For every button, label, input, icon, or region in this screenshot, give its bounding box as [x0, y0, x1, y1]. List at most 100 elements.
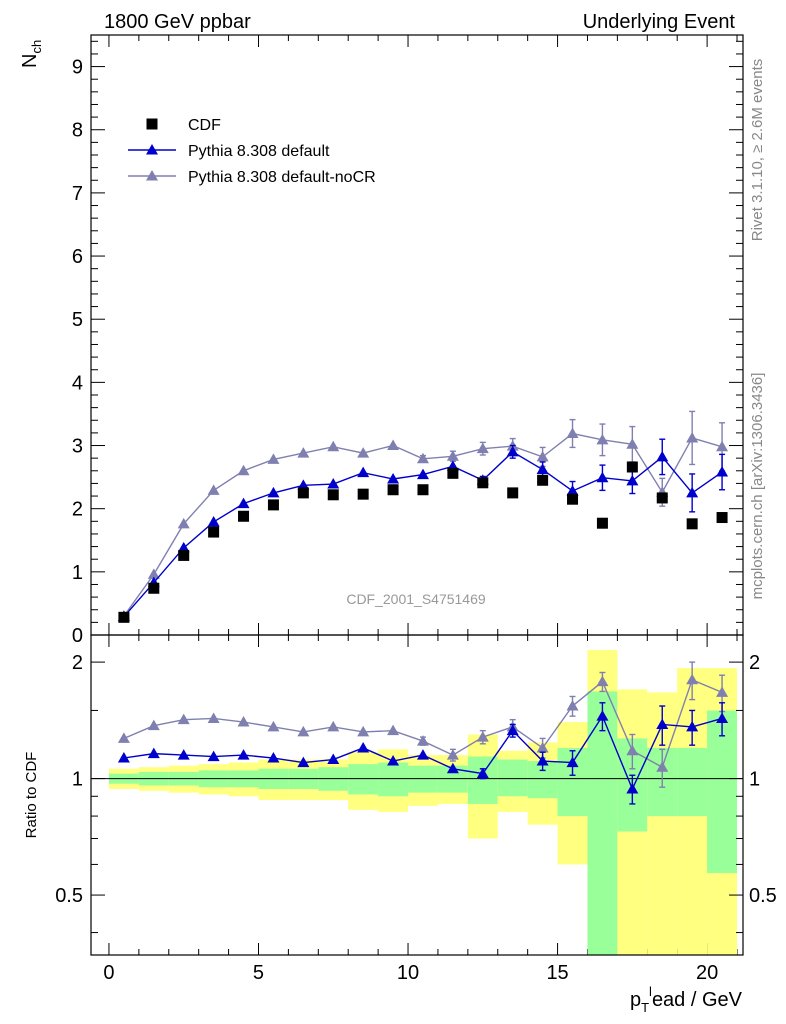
- ratio-y-tick-label: 0.5: [55, 885, 83, 907]
- cdf-data-point: [267, 499, 279, 511]
- ratio-pythia-nocr-point: [536, 741, 549, 753]
- cdf-data-point: [686, 518, 698, 530]
- ratio-pythia-default-point: [267, 752, 280, 763]
- x-tick-label: 5: [253, 962, 264, 984]
- side-text-top: Rivet 3.1.10, ≥ 2.6M events: [749, 59, 766, 242]
- cdf-data-point: [178, 549, 190, 561]
- ratio-pythia-default-point: [506, 724, 519, 736]
- cdf-data-point: [507, 487, 519, 499]
- pythia-nocr-point: [267, 453, 280, 464]
- legend-label: Pythia 8.308 default: [188, 143, 330, 160]
- header-left-title: 1800 GeV ppbar: [104, 11, 251, 33]
- pythia-nocr-point: [387, 439, 400, 451]
- pythia-nocr-point: [147, 568, 160, 579]
- y-tick-label: 6: [72, 246, 83, 268]
- ratio-y-tick-label: 1: [72, 769, 83, 791]
- y-tick-label: 4: [72, 372, 83, 394]
- analysis-label: CDF_2001_S4751469: [346, 591, 486, 607]
- ratio-y-tick-label-right: 1: [749, 769, 760, 791]
- ratio-pythia-nocr-point: [357, 725, 370, 737]
- ratio-pythia-nocr-point: [237, 716, 250, 727]
- ratio-pythia-default-point: [117, 752, 130, 763]
- legend-marker: [146, 144, 158, 155]
- pythia-nocr-point: [327, 440, 340, 452]
- cdf-data-point: [596, 517, 608, 529]
- pythia-nocr-point: [416, 452, 429, 464]
- pythia-default-point: [506, 445, 519, 457]
- pythia-default-point: [536, 463, 549, 475]
- pythia-nocr-point: [686, 431, 699, 443]
- pythia-default-point: [327, 478, 340, 489]
- ratio-pythia-nocr-point: [686, 673, 699, 685]
- y-tick-label: 9: [72, 57, 83, 79]
- ratio-ylabel: Ratio to CDF: [23, 752, 40, 839]
- pythia-default-point: [416, 468, 429, 480]
- pythia-default-point: [387, 473, 400, 484]
- cdf-data-point: [716, 512, 728, 524]
- ratio-y-tick-label: 2: [72, 652, 83, 674]
- legend-label: CDF: [188, 117, 221, 134]
- main-ylabel-sub: ch: [29, 40, 44, 54]
- x-tick-label: 10: [397, 962, 419, 984]
- ratio-pythia-default-point: [446, 762, 459, 774]
- cdf-data-point: [447, 467, 459, 479]
- cdf-data-point: [567, 493, 579, 505]
- pythia-nocr-point: [297, 447, 310, 458]
- ratio-panel: 0 5 10 15 20 0.5 0.5 1 1 2 2: [55, 634, 777, 984]
- legend-label: Pythia 8.308 default-noCR: [188, 169, 376, 186]
- legend-marker-cdf: [146, 118, 158, 130]
- pythia-nocr-point: [476, 442, 489, 454]
- cdf-data-point: [477, 477, 489, 489]
- pythia-nocr-point: [626, 438, 639, 449]
- pythia-default-point: [656, 450, 669, 462]
- main-panel: 0 1 2 3 4 5 6 7 8 9: [72, 34, 744, 955]
- legend-marker: [146, 170, 158, 181]
- ratio-pythia-default-point: [716, 712, 729, 723]
- cdf-data-point: [297, 487, 309, 499]
- pythia-nocr-point: [566, 427, 579, 439]
- cdf-data-point: [357, 488, 369, 500]
- ratio-pythia-nocr-point: [327, 720, 340, 732]
- pythia-default-point: [357, 466, 370, 478]
- main-ylabel: Nch: [19, 40, 44, 68]
- ratio-pythia-default-point: [207, 750, 220, 762]
- ratio-pythia-nocr-point: [267, 720, 280, 732]
- ratio-pythia-nocr-point: [207, 712, 220, 723]
- ratio-frame: [90, 634, 744, 956]
- y-tick-label: 0: [72, 625, 83, 647]
- pythia-default-point: [596, 471, 609, 483]
- pythia-nocr-point: [237, 464, 250, 476]
- pythia-nocr-point: [357, 447, 370, 458]
- x-tick-label: 15: [546, 962, 568, 984]
- xlabel-sup: l: [649, 984, 652, 999]
- pythia-nocr-point: [536, 450, 549, 462]
- pythia-default-point: [207, 515, 220, 527]
- pythia-default-point: [267, 486, 280, 498]
- ratio-pythia-default-point: [656, 718, 669, 729]
- ratio-pythia-nocr-point: [626, 744, 639, 756]
- y-tick-label: 7: [72, 183, 83, 205]
- pythia-default-point: [177, 541, 190, 553]
- side-text-bottom: mcplots.cern.ch [arXiv:1306.3436]: [749, 373, 766, 600]
- pythia-nocr-point: [207, 484, 220, 495]
- ratio-pythia-nocr-point: [566, 700, 579, 711]
- y-tick-label: 8: [72, 120, 83, 142]
- ratio-pythia-default-point: [327, 753, 340, 765]
- ratio-pythia-default-point: [147, 747, 160, 759]
- pythia-default-point: [566, 485, 579, 496]
- cdf-data-point: [118, 611, 130, 623]
- ratio-pythia-nocr-point: [716, 686, 729, 697]
- cdf-data-point: [238, 510, 250, 522]
- xlabel-p: p: [630, 989, 641, 1011]
- pythia-nocr-point: [446, 450, 459, 461]
- legend: CDF Pythia 8.308 default Pythia 8.308 defa…: [128, 117, 376, 186]
- ratio-pythia-nocr-point: [117, 732, 130, 743]
- cdf-data-point: [148, 582, 160, 594]
- ratio-y-tick-label-right: 2: [749, 652, 760, 674]
- cdf-data-point: [417, 484, 429, 496]
- ratio-pythia-nocr-point: [177, 713, 190, 725]
- pythia-nocr-point: [177, 517, 190, 529]
- ratio-xlabel: pTlead / GeV: [630, 984, 743, 1015]
- cdf-data-point: [327, 489, 339, 501]
